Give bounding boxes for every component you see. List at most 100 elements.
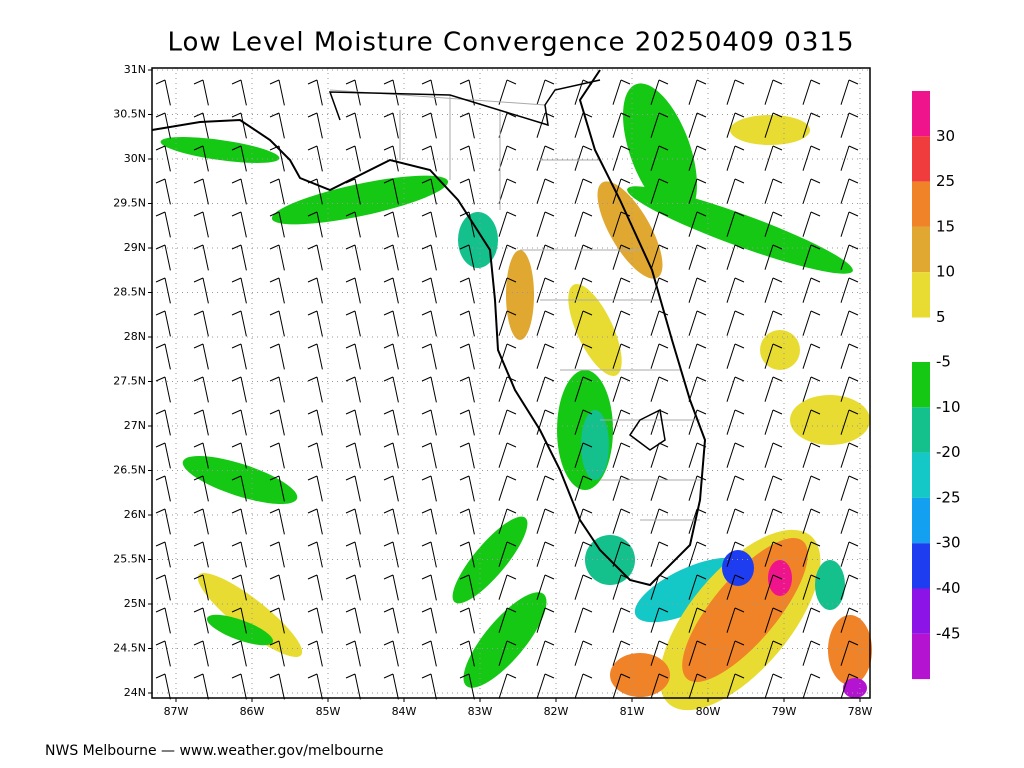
wind-barb: [231, 145, 247, 172]
lat-tick-label: 24.5N: [113, 642, 146, 655]
wind-barb: [345, 211, 361, 238]
wind-barb: [345, 508, 361, 535]
wind-barb: [536, 178, 555, 204]
wind-barb: [650, 277, 669, 303]
wind-barb: [459, 211, 475, 238]
wind-barb: [421, 211, 437, 238]
wind-barb: [269, 673, 285, 700]
wind-barb: [193, 376, 209, 403]
wind-barb: [688, 178, 707, 204]
wind-barb: [650, 607, 669, 633]
wind-barb: [764, 211, 783, 237]
wind-barb: [802, 574, 821, 600]
wind-barb: [726, 640, 745, 666]
wind-barb: [688, 211, 707, 237]
wind-barb: [688, 376, 707, 402]
wind-barb: [459, 508, 475, 535]
coastline: [151, 69, 707, 587]
wind-barb: [726, 607, 745, 633]
wind-barb: [383, 310, 399, 337]
wind-barb: [688, 79, 707, 105]
wind-barb: [231, 673, 247, 700]
wind-barb: [536, 409, 555, 435]
wind-barb: [764, 310, 783, 336]
wind-barb: [421, 508, 437, 535]
colorbar-segment: [912, 497, 930, 544]
wind-barb: [269, 541, 285, 568]
wind-barb: [726, 508, 745, 534]
wind-barb: [193, 145, 209, 172]
wind-barb: [574, 145, 593, 171]
wind-barb: [498, 607, 517, 633]
wind-barb: [231, 607, 247, 634]
wind-barb: [612, 442, 631, 468]
wind-barb: [193, 178, 209, 205]
wind-barb: [498, 211, 517, 237]
lon-tick-label: 81W: [620, 705, 645, 718]
colorbar-label: 15: [936, 217, 955, 235]
wind-barb: [155, 145, 171, 172]
lat-tick-label: 28.5N: [113, 286, 146, 299]
wind-barb: [764, 79, 783, 105]
wind-barb: [726, 244, 745, 270]
wind-barb: [269, 277, 285, 304]
wind-barb: [421, 244, 437, 271]
wind-barb: [688, 607, 707, 633]
wind-barb: [155, 541, 171, 568]
colorbar-label: 30: [936, 127, 955, 145]
wind-barb: [574, 343, 593, 369]
wind-barb: [498, 409, 517, 435]
wind-barb: [498, 343, 517, 369]
wind-barb: [688, 673, 707, 699]
wind-barb: [612, 409, 631, 435]
wind-barb: [269, 475, 285, 502]
wind-barb: [574, 508, 593, 534]
wind-barb: [688, 640, 707, 666]
wind-barb: [155, 442, 171, 469]
wind-barb: [307, 673, 323, 700]
wind-barb: [459, 607, 475, 634]
wind-barb: [269, 178, 285, 205]
wind-barb: [574, 607, 593, 633]
lake-okeechobee: [628, 408, 666, 451]
wind-barb: [688, 112, 707, 138]
lat-tick-label: 31N: [124, 63, 146, 76]
colorbar-segment: [912, 91, 930, 137]
wind-barb: [840, 145, 859, 171]
wind-barb: [155, 376, 171, 403]
wind-barb: [764, 607, 783, 633]
colorbar-segment: [912, 588, 930, 634]
footer: NWS Melbourne — www.weather.gov/melbourn…: [45, 743, 383, 759]
wind-barb: [726, 541, 745, 567]
wind-barb: [536, 475, 555, 501]
wind-barb: [345, 343, 361, 370]
wind-barb: [345, 277, 361, 304]
wind-barb: [802, 244, 821, 270]
wind-barb: [421, 673, 437, 700]
wind-barb: [383, 442, 399, 469]
lat-tick-label: 27N: [124, 419, 146, 432]
wind-barb: [307, 574, 323, 601]
wind-barb: [231, 178, 247, 205]
wind-barb: [726, 178, 745, 204]
wind-barb: [802, 79, 821, 105]
wind-barb: [764, 409, 783, 435]
wind-barb: [688, 145, 707, 171]
wind-barb: [688, 244, 707, 270]
wind-barb: [269, 343, 285, 370]
wind-barb: [193, 310, 209, 337]
wind-barb: [574, 574, 593, 600]
wind-barb: [650, 211, 669, 237]
wind-barb: [574, 244, 593, 270]
wind-barb: [269, 310, 285, 337]
colorbar: 30 25 15 10 5 -5 -10 -20 -25 -30 -40 -45: [912, 91, 961, 680]
wind-barb: [231, 508, 247, 535]
lat-tick-label: 29N: [124, 241, 146, 254]
wind-barb: [650, 145, 669, 171]
wind-barb: [726, 211, 745, 237]
wind-barb: [840, 409, 859, 435]
wind-barb: [193, 442, 209, 469]
lon-tick-label: 85W: [316, 705, 341, 718]
wind-barb: [345, 376, 361, 403]
wind-barb: [383, 475, 399, 502]
